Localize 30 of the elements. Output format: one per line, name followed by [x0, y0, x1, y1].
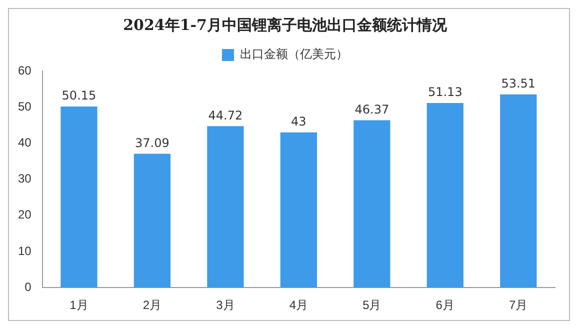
bar — [354, 120, 390, 288]
y-tick-label: 20 — [18, 208, 32, 222]
y-tick-label: 60 — [18, 63, 32, 78]
x-tick-label: 4月 — [289, 298, 308, 312]
x-tick-label: 7月 — [509, 298, 528, 312]
y-tick-label: 10 — [18, 244, 32, 258]
data-label: 51.13 — [428, 85, 462, 100]
bar — [207, 126, 244, 288]
data-label: 44.72 — [208, 108, 243, 122]
y-tick-label: 50 — [18, 99, 32, 114]
data-label: 37.09 — [135, 136, 170, 150]
x-tick-label: 3月 — [216, 298, 235, 312]
chart-title: 2024年1-7月中国锂离子电池出口金额统计情况 — [123, 16, 448, 34]
x-tick-label: 2月 — [142, 298, 162, 312]
x-tick-label: 1月 — [70, 298, 88, 312]
bar — [280, 132, 317, 288]
data-label: 46.37 — [354, 102, 390, 116]
bar — [134, 154, 171, 288]
bar — [500, 94, 537, 288]
data-label: 43 — [291, 114, 306, 128]
y-tick-label: 30 — [18, 172, 32, 186]
bar — [60, 106, 98, 288]
x-tick-label: 6月 — [436, 298, 454, 312]
y-tick-label: 40 — [18, 136, 32, 150]
data-label: 50.15 — [62, 88, 96, 103]
legend-label: 出口金额（亿美元） — [240, 47, 348, 62]
x-tick-label: 5月 — [362, 298, 382, 312]
bar — [426, 103, 464, 288]
data-label: 53.51 — [501, 76, 536, 91]
y-tick-label: 0 — [24, 280, 32, 294]
